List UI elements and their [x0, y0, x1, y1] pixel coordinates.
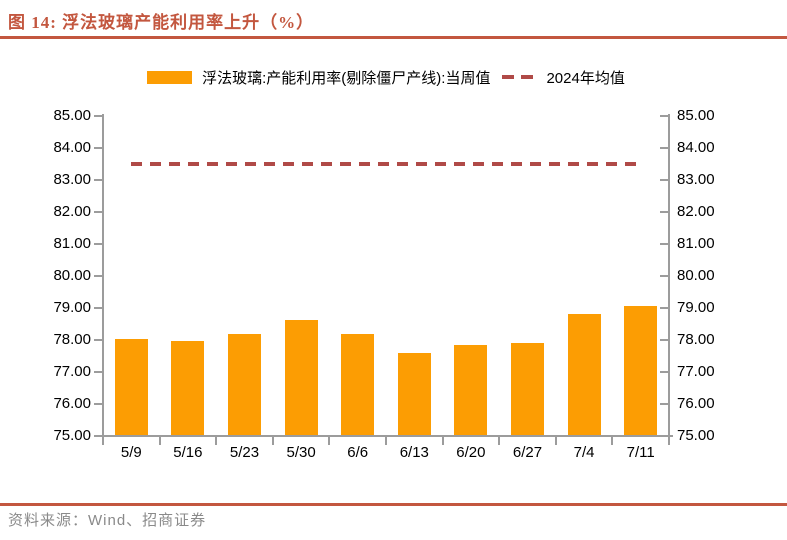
x-axis-tick	[102, 437, 104, 445]
y-axis-left-tick	[94, 211, 102, 213]
y-axis-label-left: 79.00	[53, 299, 91, 316]
y-axis-right-tick	[660, 115, 668, 117]
bar	[114, 339, 148, 435]
y-axis-label-right: 83.00	[677, 171, 715, 188]
bar	[284, 320, 318, 435]
plot-area: 75.00 75.00 76.00 76.00 77.00 77.00 78.00 78.00…	[53, 108, 714, 462]
x-axis-tick	[215, 437, 218, 445]
y-axis-label-left: 82.00	[53, 203, 91, 220]
x-axis-tick	[554, 437, 557, 445]
y-axis-left-tick	[94, 243, 102, 245]
x-axis-label: 6/27	[512, 444, 543, 461]
x-axis-label: 5/9	[120, 444, 142, 461]
y-axis-label-left: 80.00	[53, 267, 91, 284]
y-axis-label-left: 81.00	[53, 235, 91, 252]
y-axis-left-tick	[94, 339, 102, 341]
x-axis-label: 5/16	[173, 444, 203, 461]
y-axis-label-left: 76.00	[53, 395, 91, 412]
x-axis-tick	[328, 437, 331, 445]
y-axis-right-tick	[660, 403, 668, 405]
x-axis-tick	[158, 437, 161, 445]
y-axis-left-tick	[94, 275, 102, 277]
x-axis-label: 6/13	[399, 444, 429, 461]
bar	[171, 340, 205, 435]
x-axis-label: 7/4	[573, 444, 595, 461]
x-axis-tick	[441, 437, 444, 445]
y-axis-label-right: 84.00	[677, 139, 715, 156]
figure-title: 图 14: 浮法玻璃产能利用率上升（%）	[8, 13, 315, 32]
y-axis-label-right: 82.00	[677, 203, 715, 220]
y-axis-right-tick	[660, 275, 668, 277]
x-axis-tick	[498, 437, 501, 445]
x-axis-label: 5/23	[229, 444, 260, 461]
y-axis-left-tick	[94, 179, 102, 181]
y-axis-right-tick	[660, 307, 668, 309]
footer-divider	[0, 503, 787, 506]
y-axis-label-right: 81.00	[677, 235, 715, 252]
y-axis-right-tick	[660, 339, 668, 341]
y-axis-left-line	[102, 114, 104, 438]
y-axis-right-tick	[660, 147, 668, 149]
bar	[511, 343, 544, 435]
y-axis-left-tick	[94, 115, 102, 117]
dash-series-swatch-icon	[502, 75, 535, 79]
y-axis-label-left: 75.00	[53, 427, 91, 444]
bar	[567, 313, 601, 435]
chart-legend: 浮法玻璃:产能利用率(剔除僵尸产线):当周值 2024年均值	[103, 66, 669, 88]
x-axis-label: 6/20	[456, 444, 486, 461]
y-axis-label-left: 78.00	[53, 331, 91, 348]
y-axis-right-tick	[660, 243, 668, 245]
title-divider	[0, 36, 787, 39]
y-axis-right-tick	[660, 179, 668, 181]
data-source-note: 资料来源：Wind、招商证券	[8, 512, 207, 529]
mean-dashed-line	[131, 162, 641, 166]
y-axis-label-right: 75.00	[677, 427, 715, 444]
y-axis-label-left: 85.00	[53, 107, 91, 124]
bar	[341, 333, 375, 435]
bar	[228, 333, 261, 435]
y-axis-right-tick	[660, 435, 668, 437]
x-axis-label: 5/30	[286, 444, 316, 461]
y-axis-right-line	[668, 114, 670, 438]
y-axis-label-left: 83.00	[53, 171, 91, 188]
x-axis-label: 7/11	[626, 444, 655, 461]
y-axis-left-tick	[94, 371, 102, 373]
x-axis-tick	[271, 437, 274, 445]
x-axis-label: 6/6	[347, 444, 369, 461]
y-axis-label-right: 80.00	[677, 267, 715, 284]
y-axis-label-right: 79.00	[677, 299, 715, 316]
y-axis-left-tick	[94, 403, 102, 405]
y-axis-right-tick	[660, 211, 668, 213]
y-axis-label-left: 84.00	[53, 139, 91, 156]
y-axis-left-tick	[94, 307, 102, 309]
y-axis-left-tick	[94, 435, 102, 437]
bar	[624, 306, 658, 435]
x-axis-tick	[385, 437, 387, 445]
x-axis-tick	[668, 437, 670, 445]
y-axis-label-right: 77.00	[677, 363, 715, 380]
y-axis-label-right: 76.00	[677, 395, 715, 412]
bar-series-swatch-icon	[147, 70, 193, 84]
mean-series-legend-label: 2024年均值	[546, 69, 625, 87]
y-axis-right-tick	[660, 371, 668, 373]
bar	[397, 352, 431, 435]
x-axis-line	[99, 435, 673, 437]
y-axis-left-tick	[94, 147, 102, 149]
bar	[454, 345, 488, 435]
x-axis-tick	[611, 437, 614, 445]
bar-series-legend-label: 浮法玻璃:产能利用率(剔除僵尸产线):当周值	[202, 69, 491, 87]
y-axis-label-right: 78.00	[677, 331, 715, 348]
y-axis-label-right: 85.00	[677, 107, 715, 124]
y-axis-label-left: 77.00	[53, 363, 91, 380]
